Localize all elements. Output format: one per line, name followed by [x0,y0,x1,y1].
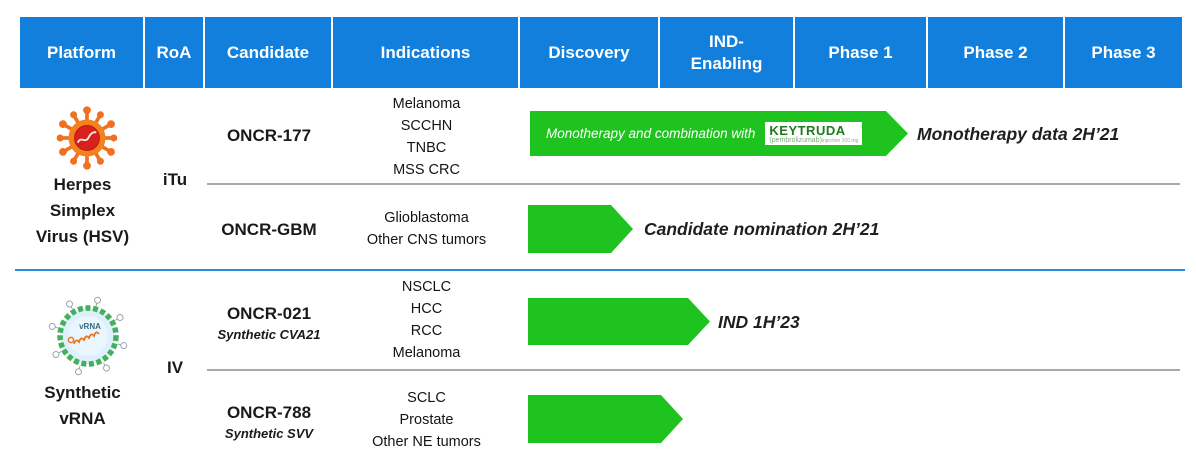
column-header-candidate: Candidate [205,17,333,88]
candidate-subtitle-oncr-021: Synthetic CVA21 [217,327,321,342]
row-divider [207,369,1180,371]
table-header: Platform RoA Candidate Indications Disco… [20,17,1182,88]
milestone-oncr-177: Monotherapy data 2H’21 [917,124,1120,144]
indications-oncr-788: SCLC Prostate Other NE tumors [372,390,481,450]
column-header-ind-enabling: IND- Enabling [660,17,795,88]
progress-arrow-oncr-021 [528,298,710,345]
keytruda-brand-text: KEYTRUDA [769,123,846,138]
roa-label-iv: IV [166,358,184,377]
progress-arrow-oncr-788 [528,395,683,443]
milestone-oncr-021: IND 1H’23 [718,312,800,332]
column-header-indications: Indications [333,17,520,88]
vrna-icon-label: vRNA [79,322,101,331]
indications-oncr-gbm: Glioblastoma Other CNS tumors [366,210,487,248]
roa-label-itu: iTu [162,170,188,189]
progress-arrow-oncr-177: Monotherapy and combination with KEYTRUD… [530,111,908,156]
progress-arrow-oncr-gbm [528,205,633,253]
candidate-oncr-gbm: ONCR-GBM [221,220,317,239]
section-divider [15,269,1185,271]
column-header-phase2: Phase 2 [928,17,1065,88]
pembrolizumab-text: (pembrolizumab) [769,137,822,144]
candidate-subtitle-oncr-788: Synthetic SVV [224,426,314,441]
hsv-virus-icon [56,106,118,170]
column-header-discovery: Discovery [520,17,660,88]
arrow-text: Monotherapy and combination with [546,126,756,141]
platform-name-synthetic-vrna: Synthetic vRNA [44,383,121,428]
column-header-phase3: Phase 3 [1065,17,1182,88]
column-header-roa: RoA [145,17,205,88]
platform-name-hsv: Herpes Simplex Virus (HSV) [35,175,130,246]
milestone-oncr-gbm: Candidate nomination 2H’21 [644,219,880,239]
injection-text: injection 100 mg [821,138,859,144]
indications-oncr-021: NSCLC HCC RCC Melanoma [392,279,461,361]
candidate-oncr-177: ONCR-177 [226,126,312,145]
candidate-oncr-021: ONCR-021 [226,304,312,323]
row-divider [207,183,1180,185]
indications-oncr-177: Melanoma SCCHN TNBC MSS CRC [392,96,461,178]
column-header-phase1: Phase 1 [795,17,928,88]
candidate-oncr-788: ONCR-788 [226,403,312,422]
column-header-platform: Platform [20,17,145,88]
keytruda-logo: KEYTRUDA (pembrolizumab)injection 100 mg [765,122,862,145]
vrna-virus-icon: vRNA [48,296,128,376]
